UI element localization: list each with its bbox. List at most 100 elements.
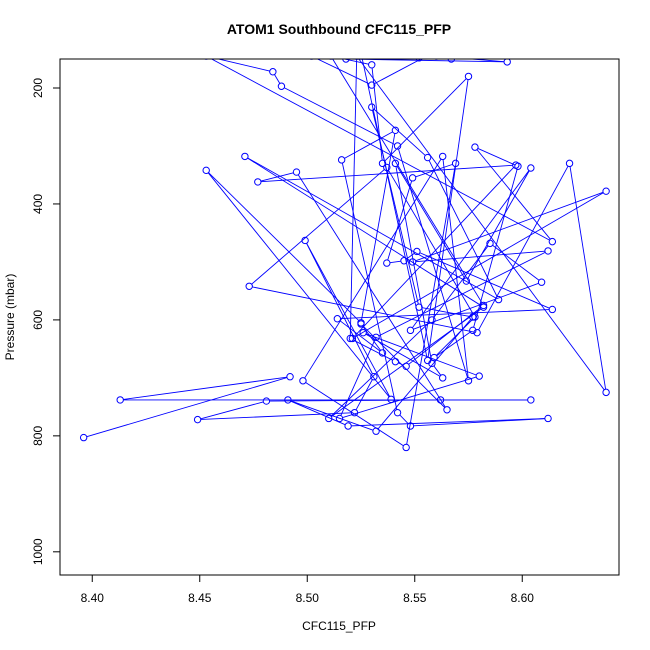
series-segment bbox=[332, 59, 483, 303]
data-point bbox=[408, 258, 417, 266]
data-point bbox=[451, 159, 460, 168]
y-axis-label: Pressure (mbar) bbox=[3, 274, 17, 361]
data-point bbox=[544, 414, 552, 423]
y-tick-label: 400 bbox=[31, 194, 45, 214]
series-segment bbox=[395, 166, 432, 361]
x-tick-label: 8.60 bbox=[511, 591, 535, 605]
series-segment bbox=[406, 166, 456, 445]
data-point bbox=[475, 372, 483, 380]
series-segment bbox=[422, 56, 433, 57]
data-point bbox=[527, 396, 535, 404]
data-point bbox=[429, 50, 435, 56]
series-segment bbox=[290, 400, 346, 426]
data-point bbox=[344, 422, 352, 430]
data-point bbox=[423, 153, 432, 162]
data-point bbox=[548, 237, 557, 246]
series-segment bbox=[306, 243, 373, 375]
series-segment bbox=[247, 157, 497, 299]
data-point bbox=[402, 362, 410, 370]
data-point bbox=[245, 282, 253, 290]
data-point bbox=[368, 61, 376, 69]
data-point bbox=[286, 373, 294, 381]
series-segment bbox=[349, 59, 358, 336]
series-segment bbox=[396, 165, 466, 279]
data-point bbox=[428, 316, 436, 324]
series-segment bbox=[208, 172, 360, 321]
data-point bbox=[391, 159, 400, 168]
data-point bbox=[408, 174, 417, 182]
data-point bbox=[406, 326, 415, 335]
data-point bbox=[436, 396, 445, 404]
data-point bbox=[354, 59, 359, 60]
data-point bbox=[368, 103, 376, 111]
data-point bbox=[486, 239, 494, 248]
data-point bbox=[439, 152, 447, 161]
data-point bbox=[423, 356, 432, 365]
series-segment bbox=[384, 78, 467, 162]
series-segment bbox=[316, 59, 370, 85]
series-segment bbox=[387, 180, 413, 261]
series-segment bbox=[466, 59, 505, 63]
series-segment bbox=[342, 376, 477, 418]
data-point bbox=[494, 295, 503, 304]
y-axis: 200 400 600 800 1000 bbox=[31, 78, 61, 565]
data-point bbox=[479, 301, 488, 310]
data-point bbox=[241, 152, 249, 161]
x-tick-label: 8.50 bbox=[296, 591, 320, 605]
data-point bbox=[193, 415, 202, 424]
data-point bbox=[368, 81, 376, 89]
series-segment bbox=[354, 167, 514, 337]
data-point bbox=[430, 353, 438, 362]
series-segment bbox=[374, 59, 422, 84]
data-point bbox=[544, 247, 552, 255]
series-segment bbox=[399, 414, 409, 425]
data-point bbox=[299, 377, 307, 385]
data-point bbox=[415, 59, 423, 62]
data-point bbox=[301, 236, 309, 245]
series-segment bbox=[408, 307, 482, 365]
data-point bbox=[471, 143, 479, 151]
data-point bbox=[527, 164, 535, 172]
series-segment bbox=[358, 59, 605, 391]
series-segment bbox=[252, 286, 475, 333]
data-point bbox=[400, 257, 408, 265]
series-segment bbox=[251, 169, 385, 285]
chart-title: ATOM1 Southbound CFC115_PFP bbox=[227, 21, 451, 37]
series-segment bbox=[415, 191, 604, 262]
data-point bbox=[357, 320, 365, 328]
series-segment bbox=[349, 59, 505, 63]
data-point bbox=[372, 427, 380, 435]
series-segment bbox=[297, 174, 446, 408]
data-point bbox=[503, 59, 511, 66]
data-point bbox=[548, 305, 557, 314]
data-point bbox=[292, 168, 301, 176]
data-point bbox=[203, 59, 209, 60]
data-point bbox=[602, 388, 610, 397]
series-segment bbox=[305, 382, 404, 447]
data-point bbox=[348, 334, 357, 343]
data-point bbox=[372, 333, 380, 341]
series-segment bbox=[398, 148, 469, 378]
series-segment bbox=[398, 362, 404, 366]
series-segment bbox=[260, 172, 294, 182]
x-axis-label: CFC115_PFP bbox=[302, 619, 376, 633]
series-segment bbox=[340, 340, 376, 416]
x-tick-label: 8.45 bbox=[188, 591, 212, 605]
data-point bbox=[333, 315, 342, 323]
series-segment bbox=[444, 59, 449, 60]
y-tick-label: 800 bbox=[31, 426, 45, 446]
data-point bbox=[393, 142, 402, 150]
series-segment bbox=[473, 169, 518, 328]
series-segment bbox=[123, 376, 287, 400]
data-point bbox=[284, 396, 292, 404]
series-segment bbox=[354, 192, 604, 338]
series-segment bbox=[467, 170, 530, 279]
x-axis: 8.40 8.45 8.50 8.55 8.60 bbox=[81, 574, 535, 605]
series-segment bbox=[339, 320, 381, 352]
data-point bbox=[406, 422, 415, 430]
data-point bbox=[337, 156, 346, 164]
x-tick-label: 8.40 bbox=[81, 591, 105, 605]
data-point bbox=[378, 349, 387, 357]
data-point bbox=[471, 313, 479, 321]
